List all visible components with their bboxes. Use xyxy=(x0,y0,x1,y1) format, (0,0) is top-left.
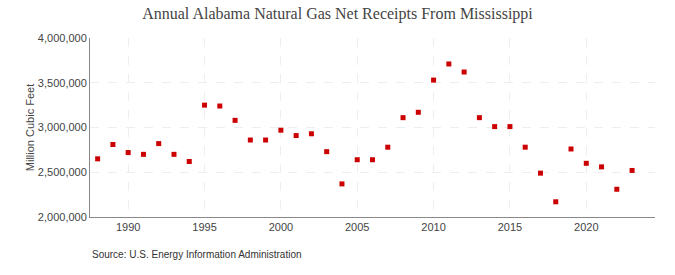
svg-text:2015: 2015 xyxy=(498,221,522,233)
svg-text:2,500,000: 2,500,000 xyxy=(38,166,87,178)
svg-text:4,000,000: 4,000,000 xyxy=(38,32,87,44)
svg-text:2020: 2020 xyxy=(574,221,598,233)
svg-text:2,000,000: 2,000,000 xyxy=(38,211,87,223)
svg-text:2010: 2010 xyxy=(421,221,445,233)
svg-text:Source: U.S. Energy Informatio: Source: U.S. Energy Information Administ… xyxy=(92,249,302,260)
svg-text:3,000,000: 3,000,000 xyxy=(38,121,87,133)
svg-text:3,500,000: 3,500,000 xyxy=(38,77,87,89)
svg-text:Annual Alabama Natural Gas Net: Annual Alabama Natural Gas Net Receipts … xyxy=(142,5,533,23)
svg-text:2000: 2000 xyxy=(269,221,293,233)
svg-text:Million Cubic Feet: Million Cubic Feet xyxy=(24,84,36,171)
svg-text:1995: 1995 xyxy=(192,221,216,233)
svg-text:1990: 1990 xyxy=(116,221,140,233)
svg-text:2005: 2005 xyxy=(345,221,369,233)
